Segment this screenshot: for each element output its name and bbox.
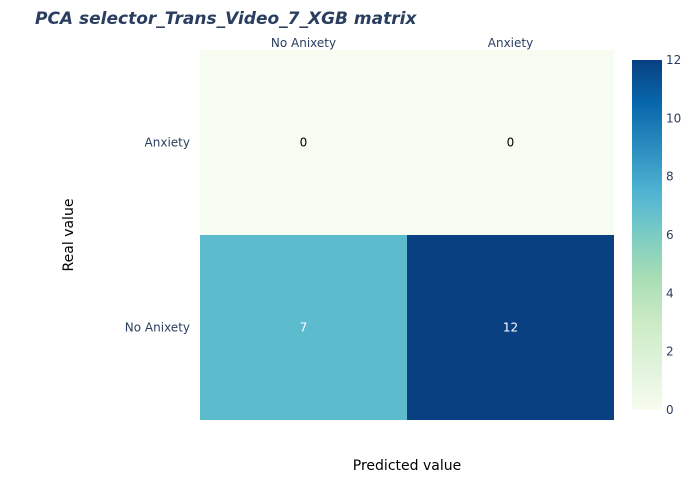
colorbar [632,60,662,410]
colorbar-tick-label: 2 [666,345,674,359]
heatmap-cell [200,50,407,235]
x-axis-tick-labels: No Anixety Anxiety [271,36,533,50]
y-axis-label: Real value [61,199,77,272]
y-tick-label: Anxiety [145,136,190,150]
x-tick-label: Anxiety [488,36,533,50]
heatmap-cell-label: 12 [503,321,518,335]
heatmap-cell-labels: 0 0 7 12 [300,136,518,335]
colorbar-tick-label: 10 [666,111,681,125]
chart-title: PCA selector_Trans_Video_7_XGB matrix [35,9,417,29]
heatmap-cell [407,50,614,235]
colorbar-tick-labels: 0 2 4 6 8 10 12 [666,53,681,417]
heatmap-cell [407,235,614,420]
heatmap-cell-label: 7 [300,321,308,335]
colorbar-tick-label: 12 [666,53,681,67]
x-axis-label: Predicted value [353,458,461,474]
colorbar-tick-label: 0 [666,403,674,417]
y-axis-tick-labels: Anxiety No Anixety [125,136,190,335]
y-tick-label: No Anixety [125,321,190,335]
x-tick-label: No Anixety [271,36,336,50]
heatmap-cell-label: 0 [507,136,515,150]
heatmap-cells [200,50,614,420]
colorbar-tick-label: 4 [666,286,674,300]
heatmap-cell [200,235,407,420]
colorbar-tick-label: 6 [666,228,674,242]
heatmap-cell-label: 0 [300,136,308,150]
colorbar-tick-label: 8 [666,170,674,184]
